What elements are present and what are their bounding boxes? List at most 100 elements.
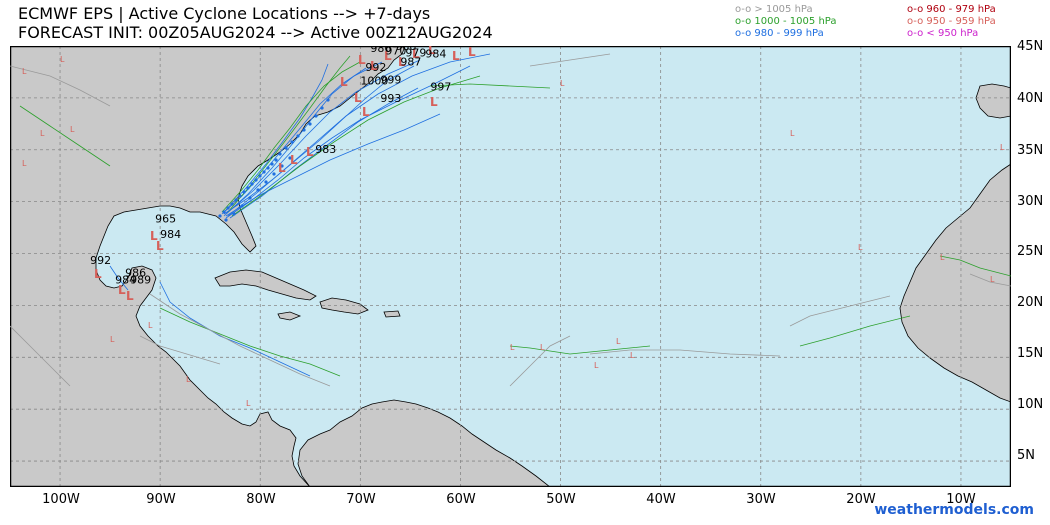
svg-text:L: L — [540, 343, 545, 352]
lat-label-45n: 45N — [1017, 39, 1044, 54]
svg-text:L: L — [452, 49, 460, 63]
lat-label-40n: 40N — [1017, 91, 1044, 106]
svg-text:L: L — [22, 67, 27, 76]
pressure-label: 1000 — [360, 74, 388, 87]
lon-label-60w: 60W — [446, 492, 476, 507]
pressure-labels: 9929869889709879799849979859959991000993… — [90, 46, 531, 287]
svg-text:L: L — [156, 239, 164, 253]
svg-text:L: L — [630, 351, 635, 360]
svg-text:L: L — [790, 129, 795, 138]
pressure-label: 999 — [380, 73, 401, 86]
legend-entry-gt1005: o-o > 1005 hPa — [735, 4, 813, 15]
legend-entry-960-979: o-o 960 - 979 hPa — [907, 4, 996, 15]
svg-text:L: L — [858, 243, 863, 252]
lat-label-5n: 5N — [1017, 448, 1035, 463]
pressure-label: 970 — [385, 46, 406, 57]
pressure-label: 984 — [115, 274, 136, 287]
pressure-label: 984 — [160, 228, 181, 241]
pressure-label: 989 — [130, 274, 151, 287]
pressure-label: 992 — [90, 254, 111, 267]
svg-text:L: L — [940, 253, 945, 262]
svg-text:L: L — [560, 79, 565, 88]
svg-text:L: L — [150, 229, 158, 243]
svg-text:L: L — [290, 153, 298, 167]
pressure-label: 997 — [445, 46, 466, 50]
map-frame — [10, 46, 1011, 487]
svg-text:L: L — [340, 75, 348, 89]
lat-lon-grid — [10, 46, 1011, 487]
svg-text:L: L — [412, 47, 420, 61]
svg-text:L: L — [358, 53, 366, 67]
lon-label-70w: 70W — [346, 492, 376, 507]
legend-entry-980-999: o-o 980 - 999 hPa — [735, 28, 824, 39]
lon-label-90w: 90W — [146, 492, 176, 507]
svg-text:L: L — [110, 335, 115, 344]
puerto-rico-land — [383, 310, 401, 318]
lon-label-10w: 10W — [946, 492, 976, 507]
lat-label-15n: 15N — [1017, 346, 1044, 361]
pressure-label: 985 — [475, 46, 496, 49]
svg-text:L: L — [594, 361, 599, 370]
pressure-label: 997 — [430, 81, 451, 94]
svg-text:L: L — [428, 46, 436, 57]
lat-label-20n: 20N — [1017, 295, 1044, 310]
pressure-label: 986 — [125, 266, 146, 279]
pressure-label: 965 — [155, 212, 176, 225]
pressure-label: 983 — [315, 143, 336, 156]
svg-text:L: L — [384, 49, 392, 63]
pressure-label: 979 — [405, 46, 426, 59]
svg-text:L: L — [362, 105, 370, 119]
pressure-label: 988 — [395, 46, 416, 53]
legend-entry-950-959: o-o 950 - 959 hPa — [907, 16, 996, 27]
hispaniola-land — [319, 297, 369, 315]
lon-label-100w: 100W — [42, 492, 80, 507]
cuba-land — [214, 269, 317, 301]
lat-label-25n: 25N — [1017, 244, 1044, 259]
pressure-label: 987 — [400, 56, 421, 69]
lon-label-30w: 30W — [746, 492, 776, 507]
map-title: ECMWF EPS | Active Cyclone Locations -->… — [18, 4, 431, 23]
svg-text:L: L — [40, 129, 45, 138]
svg-text:L: L — [186, 375, 191, 384]
svg-text:L: L — [1000, 143, 1005, 152]
pressure-label: 995 — [511, 46, 532, 50]
svg-text:L: L — [94, 267, 102, 281]
svg-text:L: L — [306, 145, 314, 159]
lat-label-35n: 35N — [1017, 143, 1044, 158]
legend-entry-lt950: o-o < 950 hPa — [907, 28, 979, 39]
pressure-label: 992 — [365, 61, 386, 74]
svg-text:L: L — [246, 399, 251, 408]
svg-text:L: L — [354, 91, 362, 105]
lon-label-20w: 20W — [846, 492, 876, 507]
jamaica-land — [277, 311, 302, 321]
lon-label-80w: 80W — [246, 492, 276, 507]
svg-text:L: L — [70, 125, 75, 134]
forecast-init-subtitle: FORECAST INIT: 00Z05AUG2024 --> Active 0… — [18, 23, 493, 42]
svg-text:L: L — [278, 161, 286, 175]
svg-text:L: L — [430, 95, 438, 109]
svg-text:L: L — [468, 46, 476, 59]
svg-text:L: L — [22, 159, 27, 168]
africa-land — [899, 163, 1011, 403]
svg-text:L: L — [60, 55, 65, 64]
pressure-label: 993 — [380, 92, 401, 105]
lat-label-30n: 30N — [1017, 194, 1044, 209]
svg-text:L: L — [990, 275, 995, 284]
lon-label-40w: 40W — [646, 492, 676, 507]
iberia-land — [975, 83, 1011, 119]
svg-text:L: L — [148, 321, 153, 330]
svg-text:L: L — [510, 343, 515, 352]
north-america-land — [10, 46, 406, 487]
svg-text:L: L — [370, 59, 378, 73]
pressure-label: 984 — [425, 47, 446, 60]
pressure-label: 986 — [370, 46, 391, 55]
south-america-land — [297, 399, 551, 487]
source-credit: weathermodels.com — [874, 502, 1034, 518]
svg-text:L: L — [118, 283, 126, 297]
svg-text:L: L — [398, 55, 406, 69]
svg-text:L: L — [616, 337, 621, 346]
lat-label-10n: 10N — [1017, 397, 1044, 412]
lon-label-50w: 50W — [546, 492, 576, 507]
